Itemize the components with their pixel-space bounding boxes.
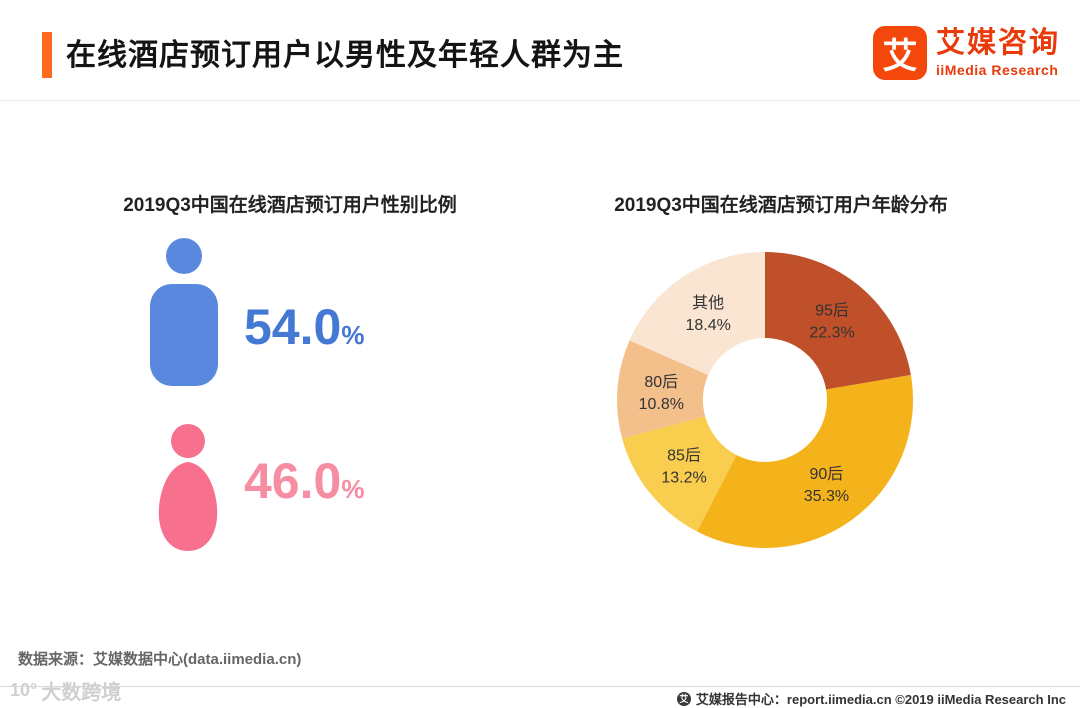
female-icon xyxy=(158,424,218,551)
female-percentage: 46.0% xyxy=(244,452,364,510)
male-percentage: 54.0% xyxy=(244,298,364,356)
logo-text: 艾媒咨询 iiMedia Research xyxy=(935,26,1060,78)
watermark-text: 大数跨境 xyxy=(41,682,122,704)
male-icon xyxy=(150,238,218,386)
donut-segment-85后 xyxy=(622,416,737,532)
donut-segment-其他 xyxy=(629,252,765,376)
male-percent-sign: % xyxy=(341,320,365,350)
watermark-logo: 10° xyxy=(10,680,38,700)
watermark: 10° 大数跨境 xyxy=(10,676,121,705)
female-percent-sign: % xyxy=(341,474,365,504)
report-center-text: 艾媒报告中心：report.iimedia.cn ©2019 iiMedia R… xyxy=(695,692,1066,707)
logo-name-en: iiMedia Research xyxy=(935,61,1059,78)
female-percentage-value: 46.0 xyxy=(244,453,342,509)
header-divider xyxy=(0,100,1080,101)
donut-label-其他: 其他 18.4% xyxy=(685,294,730,334)
gender-chart-title: 2019Q3中国在线酒店预订用户性别比例 xyxy=(123,195,457,216)
bottom-bar: 艾 艾媒报告中心：report.iimedia.cn ©2019 iiMedia… xyxy=(0,686,1080,707)
donut-segment-80后 xyxy=(616,340,709,439)
donut-label-85后: 85后 13.2% xyxy=(661,446,706,486)
age-donut-chart: 95后 22.3% 90后 35.3% 85后 13.2% 80后 10.8%其他 18.4% xyxy=(616,252,914,548)
male-percentage-value: 54.0 xyxy=(244,299,342,355)
report-center-line: 艾 艾媒报告中心：report.iimedia.cn ©2019 iiMedia… xyxy=(676,689,1066,708)
page-title: 在线酒店预订用户以男性及年轻人群为主 xyxy=(66,39,624,72)
iimedia-mark-icon: 艾 xyxy=(676,691,691,706)
donut-segment-90后 xyxy=(696,375,914,548)
age-chart-title: 2019Q3中国在线酒店预订用户年龄分布 xyxy=(614,195,948,216)
donut-label-95后: 95后 22.3% xyxy=(809,301,854,341)
logo-glyph: 艾 xyxy=(882,36,918,76)
iimedia-logo: 艾 艾媒咨询 iiMedia Research xyxy=(872,26,1060,80)
donut-segment-95后 xyxy=(765,252,911,390)
donut-label-80后: 80后 10.8% xyxy=(639,373,684,413)
logo-name-cn: 艾媒咨询 xyxy=(935,26,1060,59)
title-accent-bar xyxy=(42,32,52,78)
iimedia-logo-icon: 艾 xyxy=(872,26,927,80)
donut-label-90后: 90后 35.3% xyxy=(804,465,849,505)
data-source: 数据来源：艾媒数据中心(data.iimedia.cn) xyxy=(18,651,302,668)
